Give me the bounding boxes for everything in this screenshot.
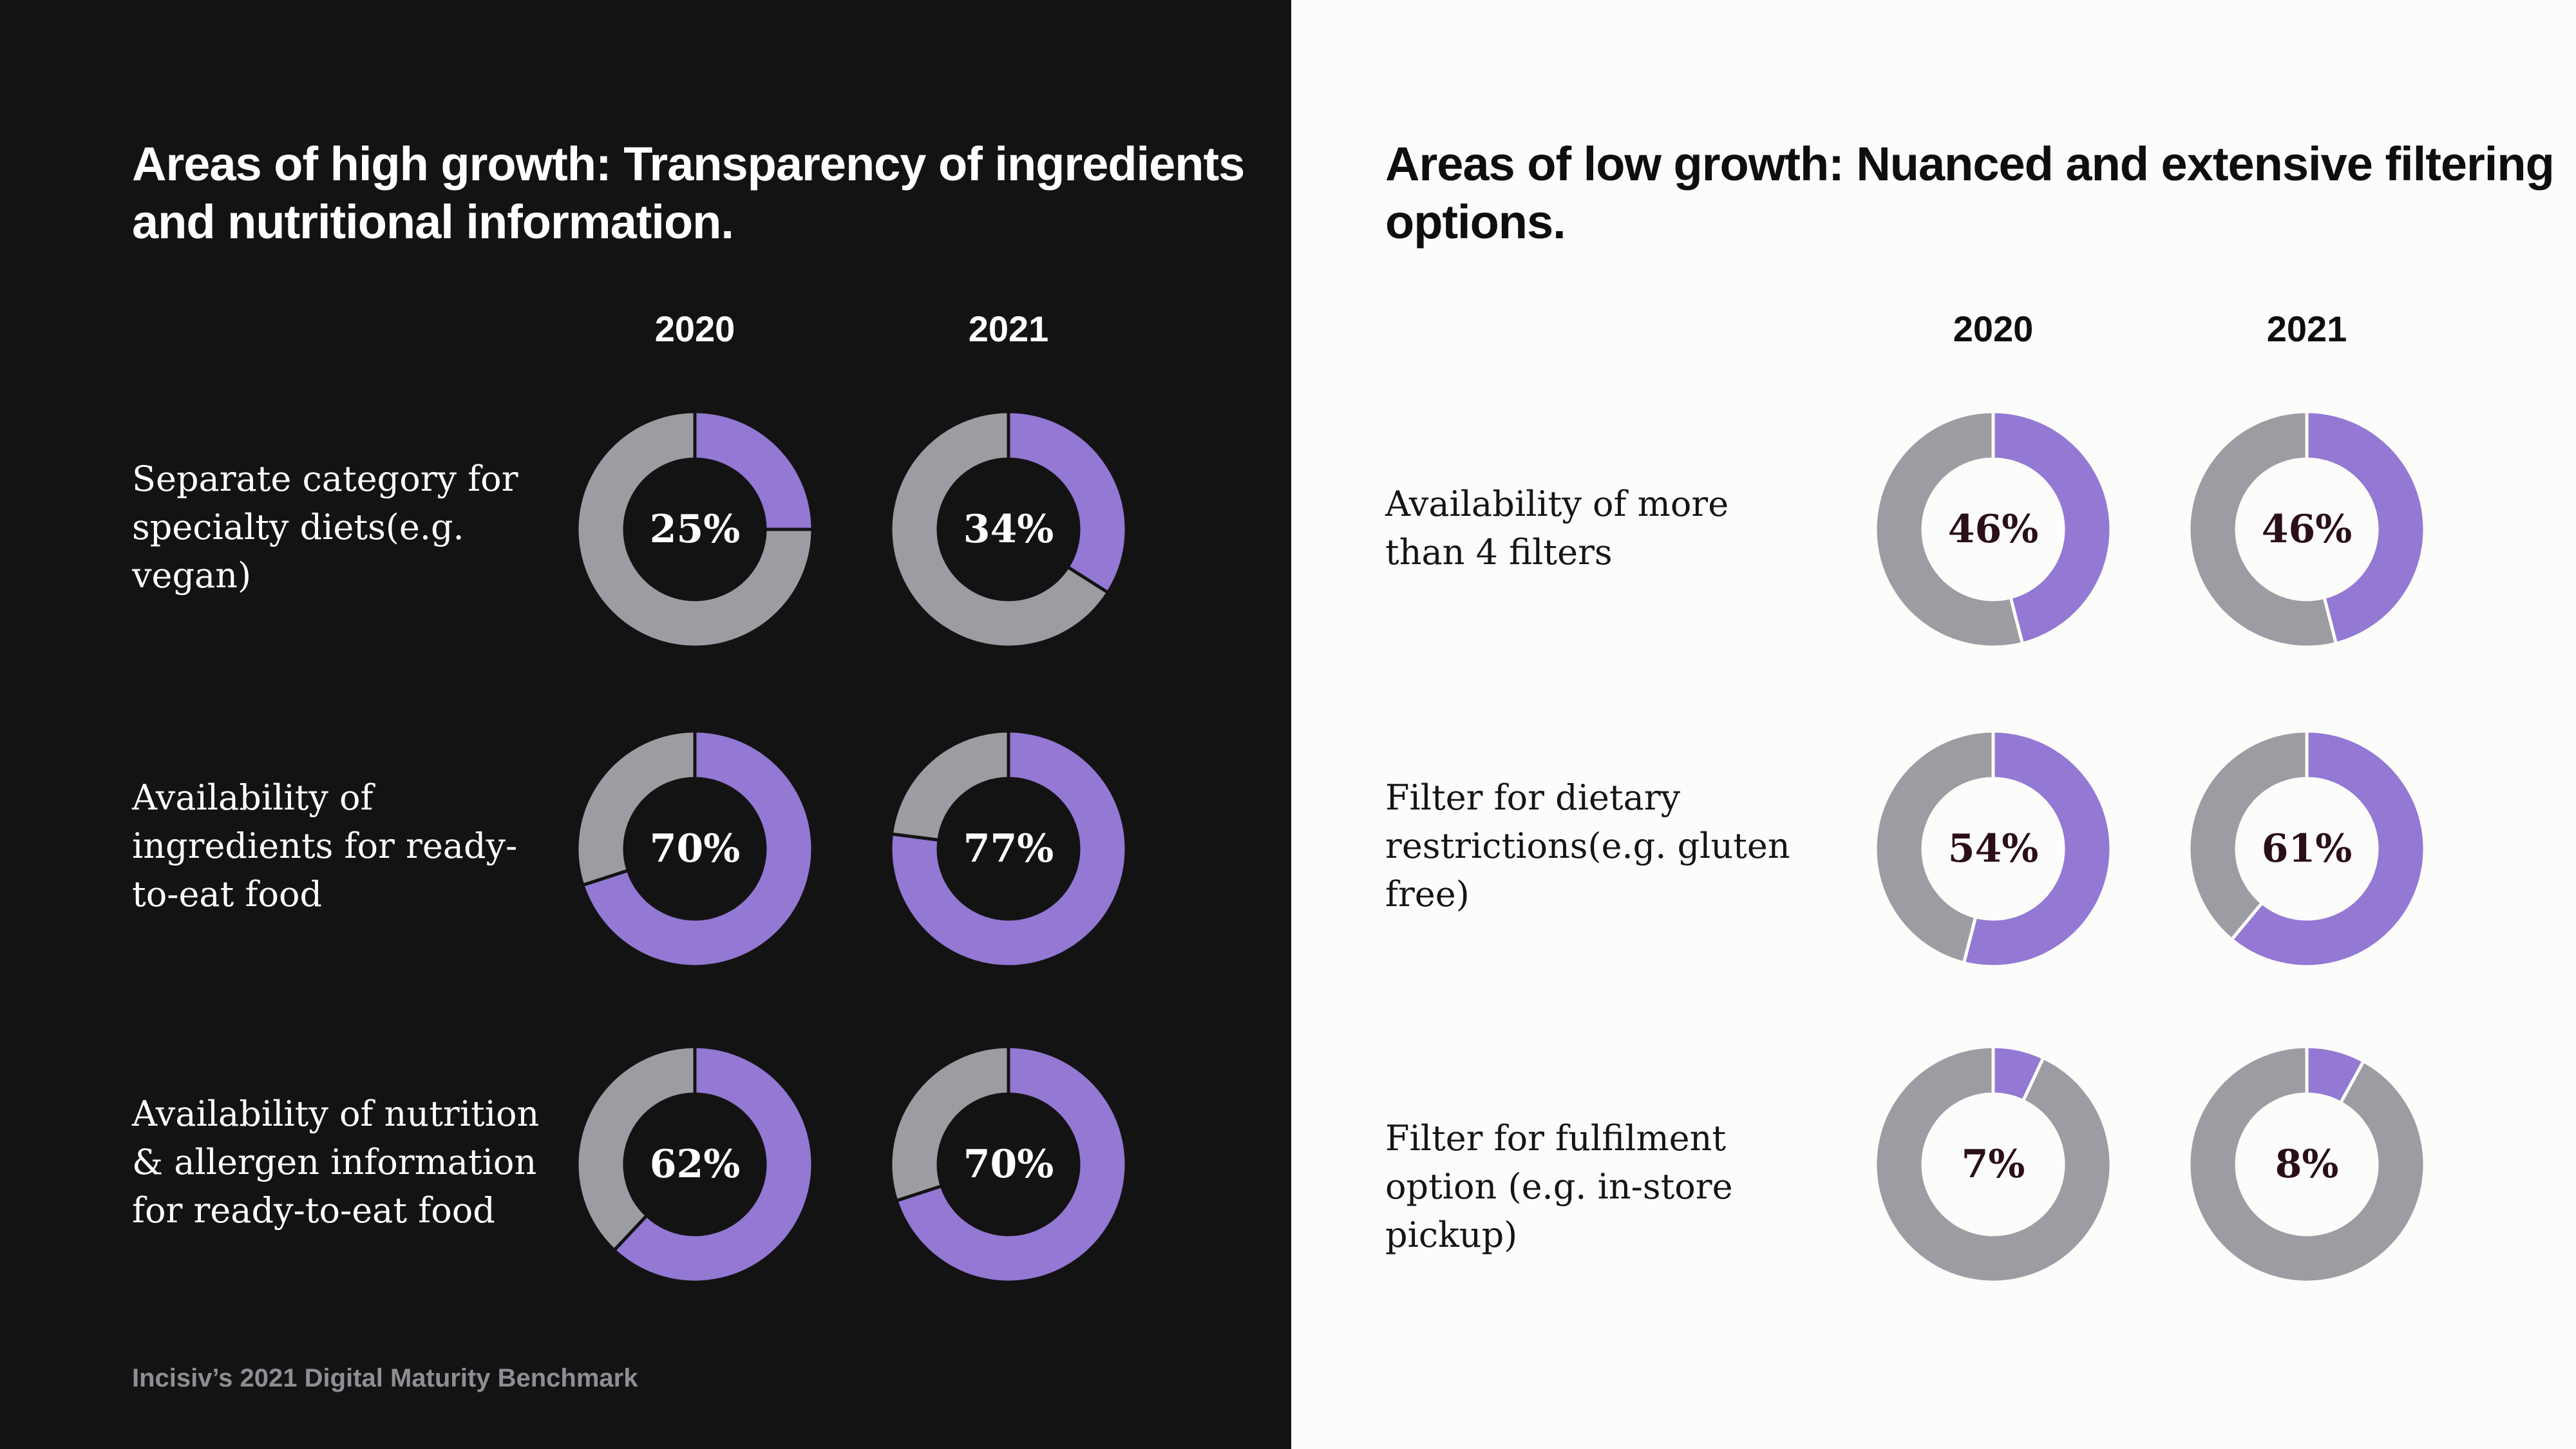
low-growth-panel: Areas of low growth: Nuanced and extensi… [1291, 0, 2576, 1449]
year-header-2021: 2021 [912, 308, 1105, 350]
donut-value-label: 62% [576, 1045, 814, 1283]
donut-value-label: 46% [2188, 410, 2426, 649]
row-label: Filter for dietary restrictions(e.g. glu… [1385, 773, 1797, 918]
donut-value-label: 61% [2188, 730, 2426, 968]
donut-chart: 46% [1874, 410, 2112, 649]
donut-value-label: 70% [889, 1045, 1128, 1283]
donut-value-label: 8% [2188, 1045, 2426, 1283]
year-header-2020: 2020 [598, 308, 791, 350]
source-note: Incisiv’s 2021 Digital Maturity Benchmar… [132, 1364, 638, 1393]
donut-value-label: 7% [1874, 1045, 2112, 1283]
row-label: Availability of ingredients for ready-to… [132, 773, 544, 918]
row-label: Availability of more than 4 filters [1385, 480, 1797, 576]
donut-chart: 77% [889, 730, 1128, 968]
high-growth-title: Areas of high growth: Transparency of in… [132, 135, 1259, 251]
donut-value-label: 34% [889, 410, 1128, 649]
donut-chart: 25% [576, 410, 814, 649]
donut-value-label: 25% [576, 410, 814, 649]
donut-value-label: 70% [576, 730, 814, 968]
donut-chart: 46% [2188, 410, 2426, 649]
year-header-2021: 2021 [2210, 308, 2403, 350]
row-label: Filter for fulfilment option (e.g. in-st… [1385, 1114, 1797, 1259]
donut-chart: 8% [2188, 1045, 2426, 1283]
year-header-2020: 2020 [1897, 308, 2090, 350]
donut-chart: 7% [1874, 1045, 2112, 1283]
low-growth-title: Areas of low growth: Nuanced and extensi… [1385, 135, 2557, 251]
row-label: Separate category for specialty diets(e.… [132, 455, 544, 600]
donut-value-label: 54% [1874, 730, 2112, 968]
row-label: Availability of nutrition & allergen inf… [132, 1090, 544, 1235]
donut-chart: 70% [576, 730, 814, 968]
donut-chart: 61% [2188, 730, 2426, 968]
high-growth-panel: Areas of high growth: Transparency of in… [0, 0, 1291, 1449]
donut-chart: 70% [889, 1045, 1128, 1283]
donut-chart: 54% [1874, 730, 2112, 968]
donut-chart: 62% [576, 1045, 814, 1283]
donut-chart: 34% [889, 410, 1128, 649]
donut-value-label: 77% [889, 730, 1128, 968]
donut-value-label: 46% [1874, 410, 2112, 649]
